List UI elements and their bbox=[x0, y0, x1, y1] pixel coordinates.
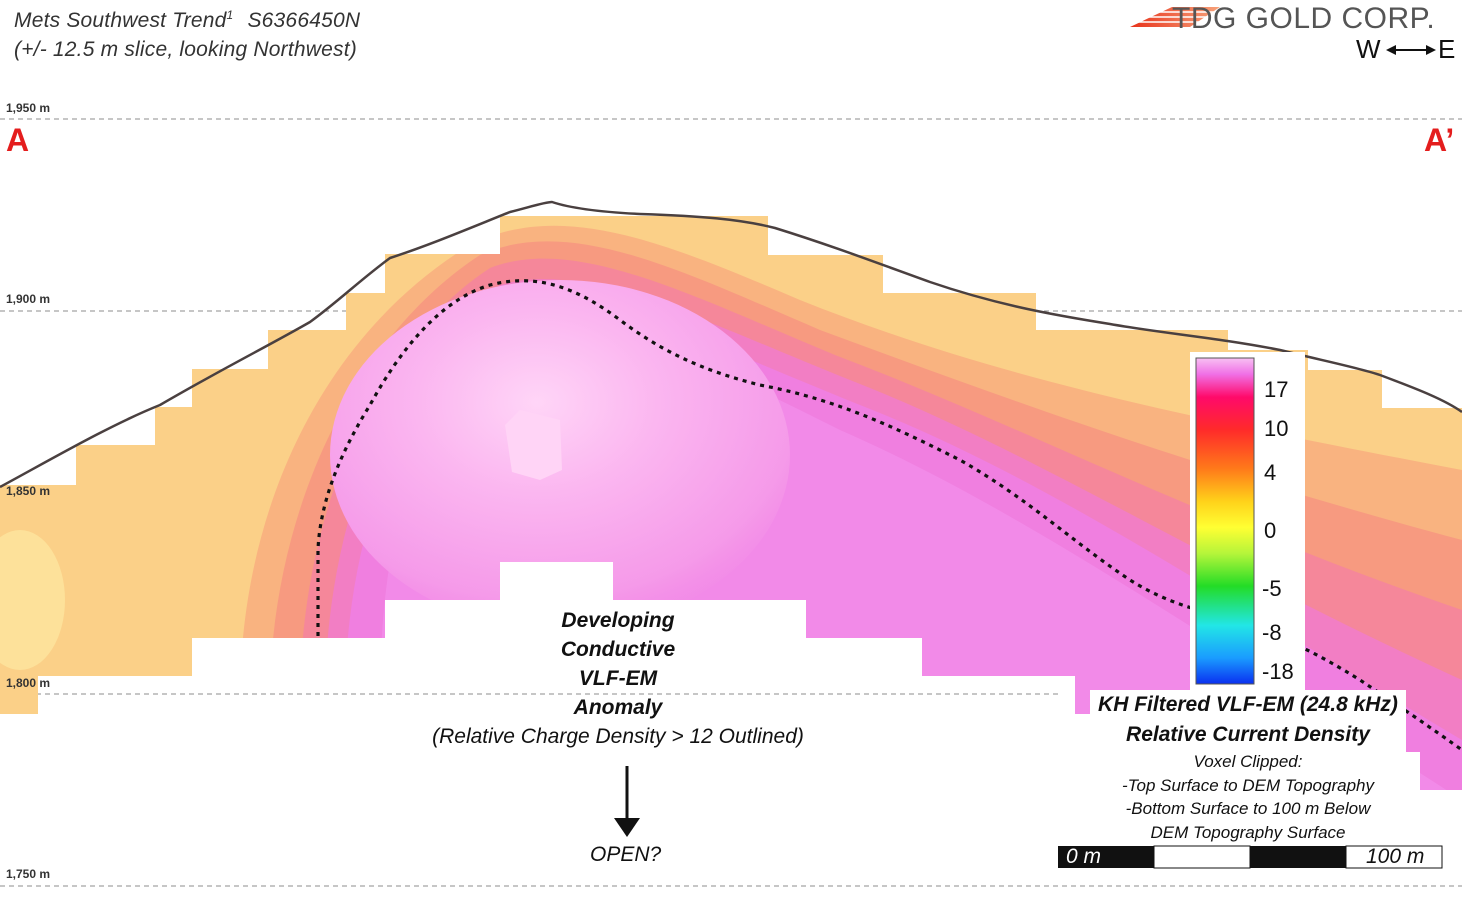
elevation-label-1800: 1,800 m bbox=[6, 676, 51, 690]
legend-note-line-4: DEM Topography Surface bbox=[1090, 820, 1406, 844]
legend-caption: KH Filtered VLF-EM (24.8 kHz) Relative C… bbox=[1090, 690, 1406, 844]
anomaly-outline bbox=[316, 279, 1462, 752]
section-northing: S6366450N bbox=[247, 9, 361, 32]
legend-note-line-1: Voxel Clipped: bbox=[1090, 750, 1406, 774]
legend-tick-10: 10 bbox=[1264, 416, 1289, 441]
section-title-name: Mets Southwest Trend bbox=[14, 9, 227, 32]
scale-bar bbox=[1058, 845, 1443, 869]
anomaly-line-1: Developing bbox=[561, 609, 675, 632]
title-superscript: 1 bbox=[226, 8, 234, 22]
scale-label-start: 0 m bbox=[1066, 845, 1102, 868]
color-legend bbox=[1190, 352, 1305, 692]
legend-tick-minus18: -18 bbox=[1262, 659, 1294, 684]
legend-title-line-1: KH Filtered VLF-EM (24.8 kHz) bbox=[1090, 690, 1406, 720]
section-subtitle: (+/- 12.5 m slice, looking Northwest) bbox=[14, 38, 357, 61]
elevation-label-1750: 1,750 m bbox=[6, 867, 51, 881]
legend-tick-4: 4 bbox=[1264, 460, 1277, 485]
legend-tick-17: 17 bbox=[1264, 377, 1289, 402]
open-arrow bbox=[614, 766, 640, 837]
section-title: Mets Southwest Trend1 S6366450N bbox=[14, 8, 360, 33]
company-logo: TDG GOLD CORP. bbox=[1172, 2, 1436, 35]
legend-title-line-2: Relative Current Density bbox=[1090, 720, 1406, 750]
section-start-label: A bbox=[6, 122, 30, 158]
anomaly-line-2: Conductive bbox=[560, 638, 676, 661]
legend-note-line-3: -Bottom Surface to 100 m Below bbox=[1090, 797, 1406, 821]
logo-mark-icon bbox=[1130, 7, 1220, 27]
legend-note-line-2: -Top Surface to DEM Topography bbox=[1090, 773, 1406, 797]
legend-tick-0: 0 bbox=[1264, 518, 1277, 543]
topography-line bbox=[0, 200, 1462, 489]
legend-color-ramp bbox=[1195, 357, 1255, 685]
direction-west: W bbox=[1356, 34, 1381, 64]
elevation-label-1950: 1,950 m bbox=[6, 101, 51, 115]
scale-label-end: 100 m bbox=[1366, 845, 1425, 868]
section-end-label: A’ bbox=[1424, 122, 1455, 158]
direction-east: E bbox=[1438, 34, 1456, 64]
legend-tick-minus8: -8 bbox=[1262, 620, 1282, 645]
legend-tick-minus5: -5 bbox=[1262, 576, 1282, 601]
open-label: OPEN? bbox=[590, 843, 662, 866]
anomaly-line-3: VLF-EM bbox=[578, 667, 658, 690]
elevation-label-1900: 1,900 m bbox=[6, 292, 51, 306]
anomaly-line-4: Anomaly bbox=[573, 696, 663, 719]
direction-arrow-icon bbox=[1386, 45, 1436, 55]
anomaly-annotation: Developing Conductive VLF-EM Anomaly (Re… bbox=[418, 606, 818, 751]
elevation-label-1850: 1,850 m bbox=[6, 484, 51, 498]
anomaly-criteria: (Relative Charge Density > 12 Outlined) bbox=[432, 725, 804, 748]
